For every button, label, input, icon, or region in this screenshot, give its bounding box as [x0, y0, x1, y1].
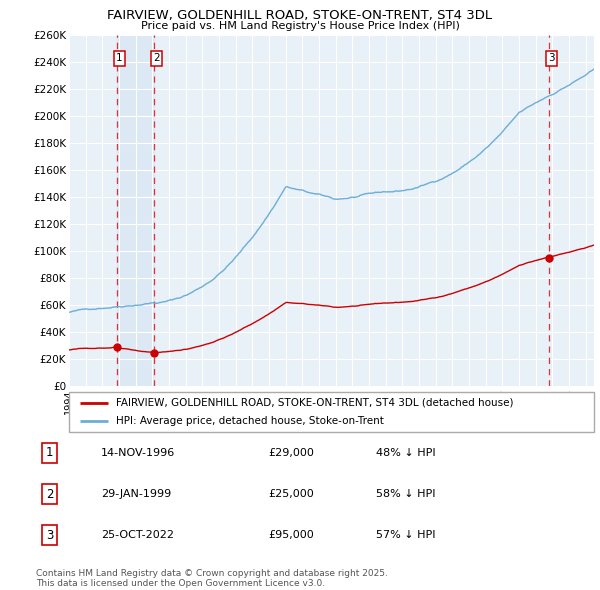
Text: FAIRVIEW, GOLDENHILL ROAD, STOKE-ON-TRENT, ST4 3DL (detached house): FAIRVIEW, GOLDENHILL ROAD, STOKE-ON-TREN… [116, 398, 514, 408]
Bar [117, 35, 154, 386]
Text: 48% ↓ HPI: 48% ↓ HPI [376, 448, 436, 458]
Text: FAIRVIEW, GOLDENHILL ROAD, STOKE-ON-TRENT, ST4 3DL: FAIRVIEW, GOLDENHILL ROAD, STOKE-ON-TREN… [107, 9, 493, 22]
Text: £29,000: £29,000 [268, 448, 314, 458]
Text: 3: 3 [548, 53, 555, 63]
Text: 25-OCT-2022: 25-OCT-2022 [101, 530, 174, 540]
Text: 57% ↓ HPI: 57% ↓ HPI [376, 530, 436, 540]
Text: HPI: Average price, detached house, Stoke-on-Trent: HPI: Average price, detached house, Stok… [116, 416, 384, 426]
Text: 1: 1 [116, 53, 122, 63]
Text: Contains HM Land Registry data © Crown copyright and database right 2025.
This d: Contains HM Land Registry data © Crown c… [36, 569, 388, 588]
Text: Price paid vs. HM Land Registry's House Price Index (HPI): Price paid vs. HM Land Registry's House … [140, 21, 460, 31]
Text: 1: 1 [46, 446, 53, 460]
Text: 58% ↓ HPI: 58% ↓ HPI [376, 489, 436, 499]
Text: £25,000: £25,000 [268, 489, 314, 499]
Text: 29-JAN-1999: 29-JAN-1999 [101, 489, 171, 499]
Text: 14-NOV-1996: 14-NOV-1996 [101, 448, 175, 458]
Text: 2: 2 [153, 53, 160, 63]
Text: 3: 3 [46, 529, 53, 542]
Text: £95,000: £95,000 [268, 530, 314, 540]
Text: 2: 2 [46, 487, 53, 501]
